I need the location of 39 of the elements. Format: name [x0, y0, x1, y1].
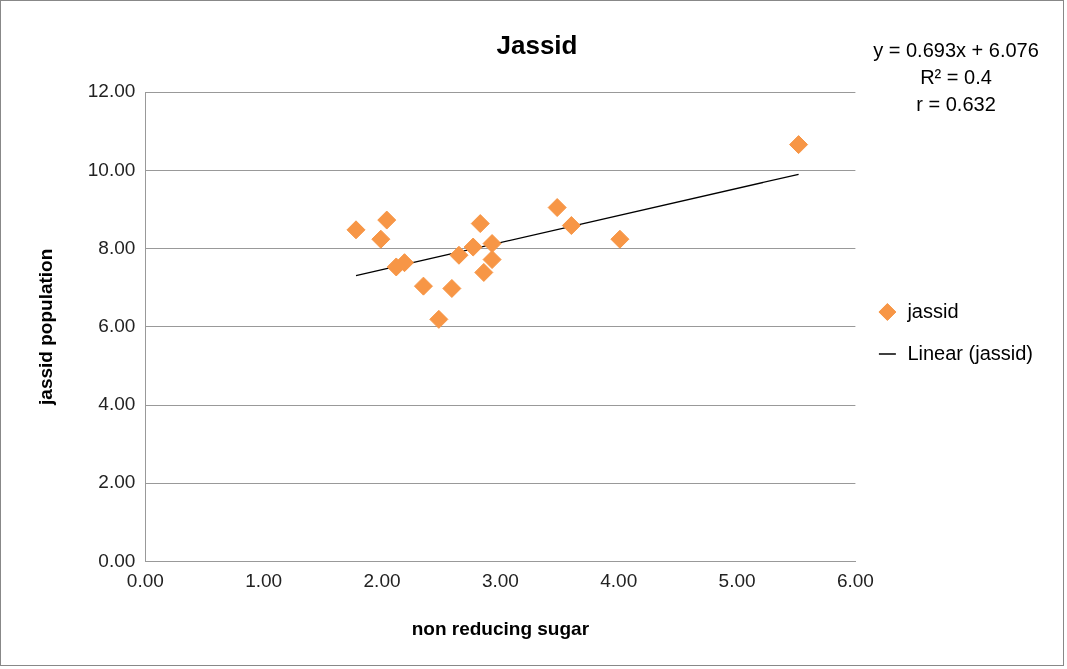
- point: [470, 214, 490, 234]
- y-tick-label: 0.00: [98, 549, 136, 571]
- x-axis-title: non reducing sugar: [411, 617, 590, 639]
- y-tick-label: 2.00: [98, 471, 136, 493]
- x-tick-label: 4.00: [600, 570, 638, 592]
- legend-label: Linear (jassid): [907, 341, 1033, 364]
- point: [442, 278, 462, 298]
- chart-title: Jassid: [496, 29, 578, 60]
- x-tick-label: 1.00: [245, 570, 283, 592]
- y-tick-label: 6.00: [98, 315, 136, 337]
- point: [346, 220, 366, 240]
- text: y = 0.693x + 6.076: [873, 38, 1039, 61]
- point: [413, 276, 433, 296]
- point: [371, 229, 391, 249]
- point: [429, 309, 449, 329]
- x-tick-label: 6.00: [836, 570, 874, 592]
- x-tick-label: 5.00: [718, 570, 756, 592]
- legend-label: jassid: [906, 299, 959, 322]
- y-tick-label: 12.00: [87, 80, 136, 102]
- point: [547, 198, 567, 218]
- point: [561, 216, 581, 236]
- text: R² = 0.4: [920, 65, 992, 88]
- x-tick-label: 3.00: [481, 570, 519, 592]
- point: [482, 250, 502, 270]
- y-tick-label: 4.00: [98, 393, 136, 415]
- x-tick-label: 2.00: [363, 570, 401, 592]
- y-axis-title: jassid population: [34, 248, 56, 406]
- point: [386, 257, 406, 277]
- point: [482, 234, 502, 254]
- point: [377, 210, 397, 230]
- point: [449, 245, 469, 265]
- y-tick-label: 8.00: [98, 236, 136, 258]
- text: r = 0.632: [916, 92, 996, 115]
- point: [610, 229, 630, 249]
- x-tick-label: 0.00: [126, 570, 164, 592]
- point: [463, 237, 483, 257]
- point: [474, 262, 494, 282]
- point: [789, 135, 809, 155]
- y-tick-label: 10.00: [87, 158, 136, 180]
